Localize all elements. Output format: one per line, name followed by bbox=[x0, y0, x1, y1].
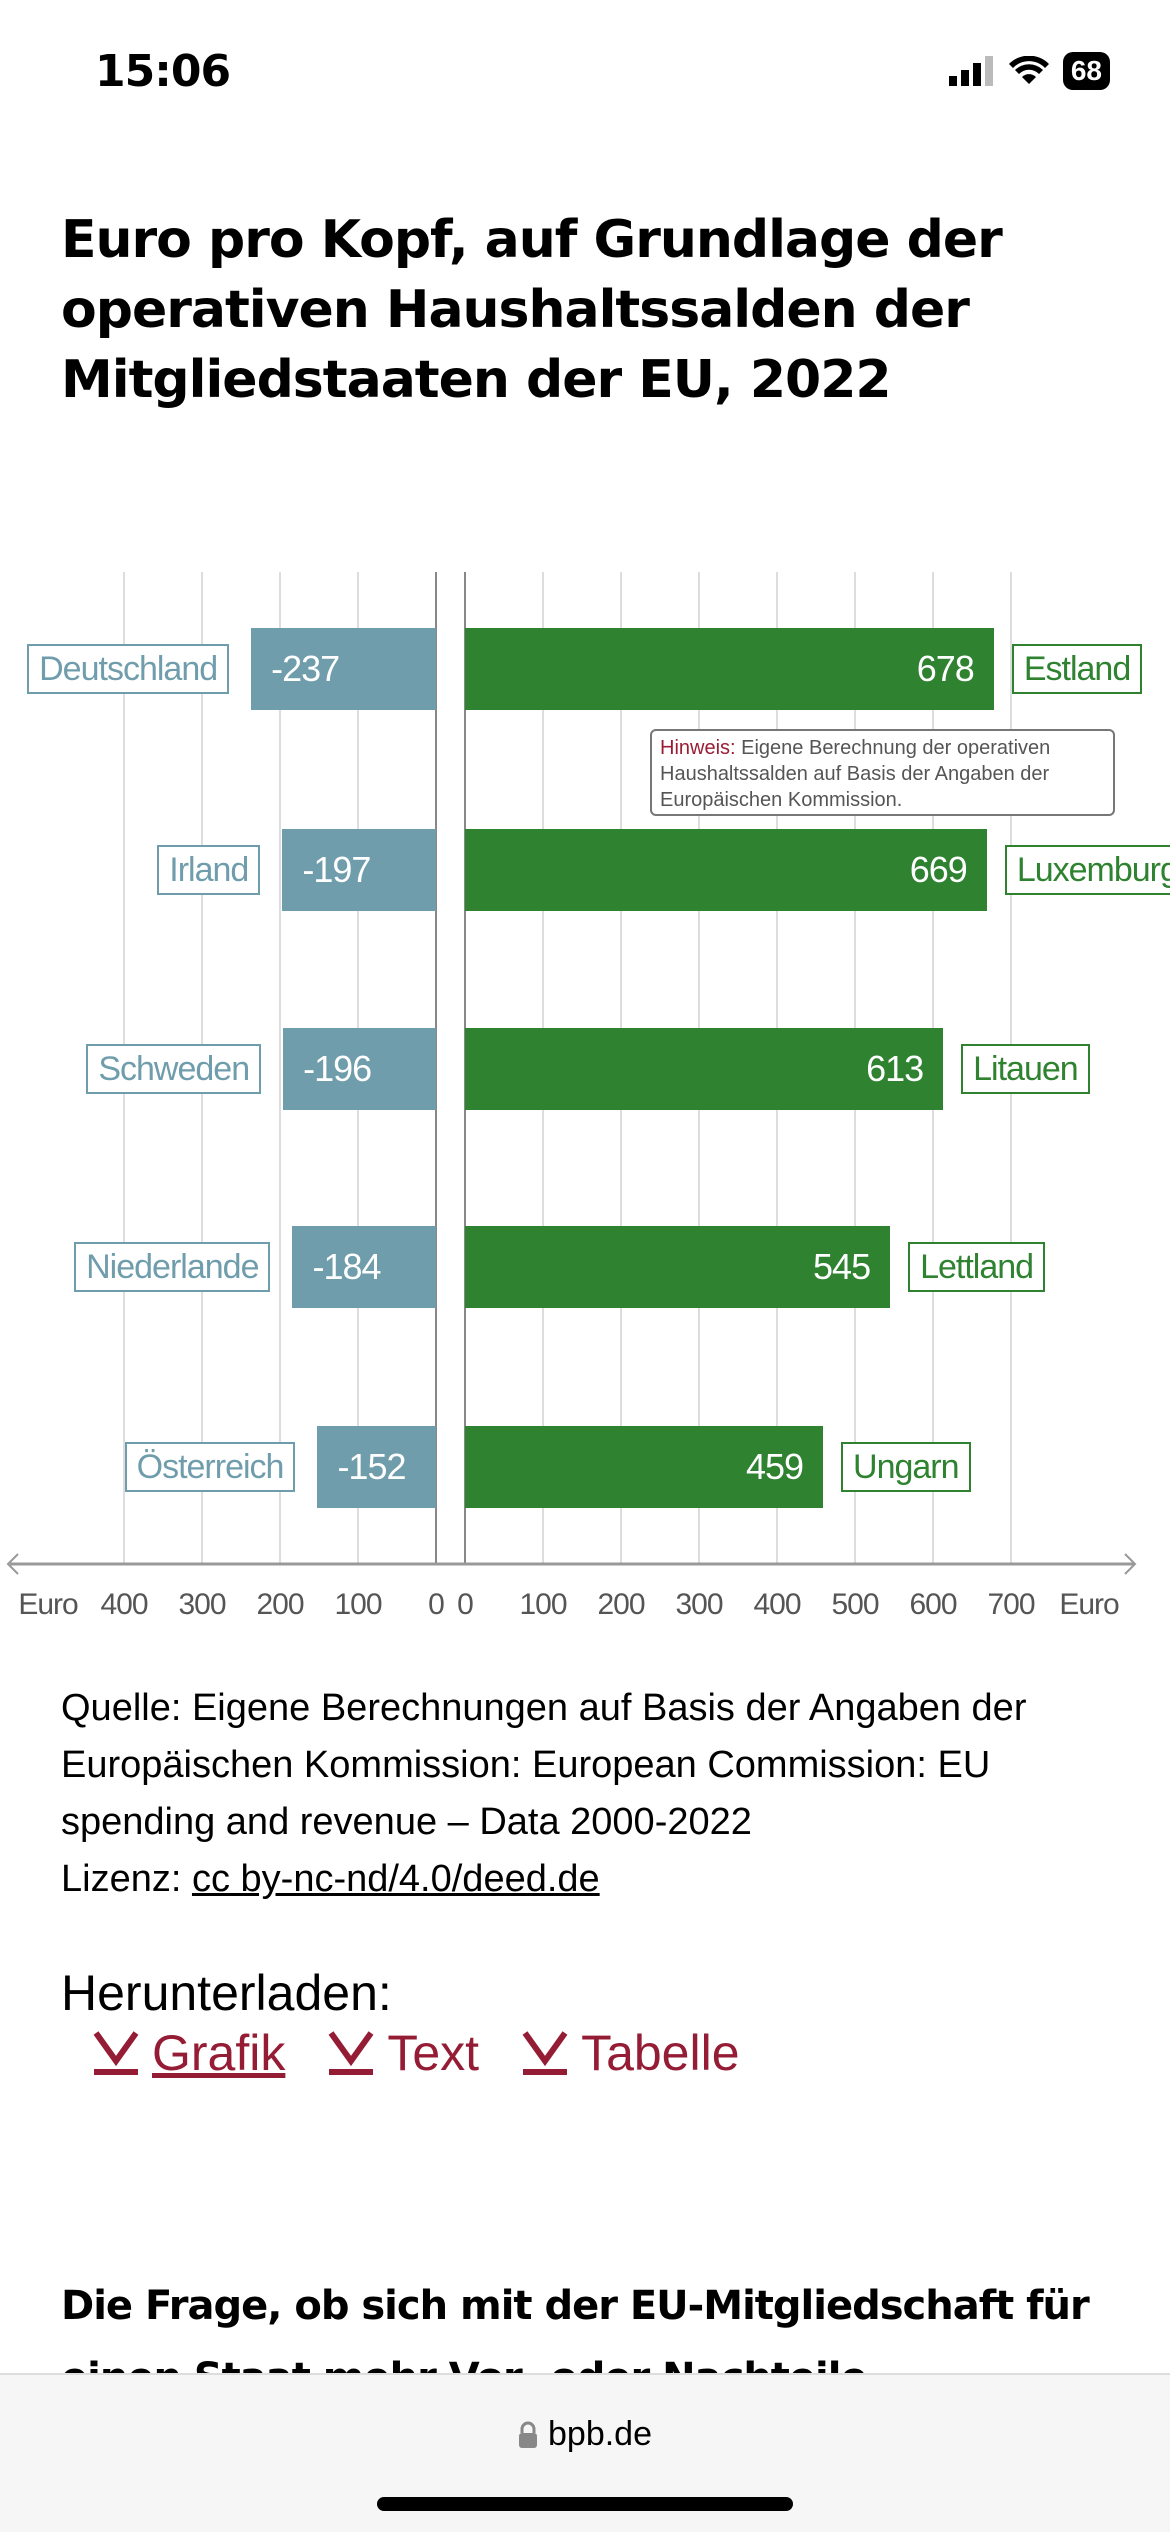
country-label: Deutschland bbox=[27, 644, 230, 694]
value-label: 678 bbox=[916, 648, 975, 689]
tick-label-right: 700 bbox=[987, 1588, 1035, 1621]
grid-line bbox=[279, 572, 281, 1564]
download-links: Grafik Text Tabelle bbox=[90, 2024, 740, 2082]
tick-label-left: 300 bbox=[178, 1588, 226, 1621]
tick-label-right: 0 bbox=[457, 1588, 474, 1621]
bar-payer bbox=[292, 1226, 436, 1308]
value-label: -197 bbox=[302, 849, 371, 890]
country-label: Niederlande bbox=[74, 1242, 271, 1292]
source: Quelle: Eigene Berechnungen auf Basis de… bbox=[61, 1680, 1141, 1908]
tick-label-left: 100 bbox=[334, 1588, 382, 1621]
value-label: 545 bbox=[813, 1246, 871, 1287]
download-grafik[interactable]: Grafik bbox=[90, 2024, 285, 2082]
signal-icon bbox=[948, 56, 993, 86]
download-tabelle-label[interactable]: Tabelle bbox=[581, 2025, 740, 2081]
tick-label-right: 400 bbox=[753, 1588, 801, 1621]
legend-receiver: Nettoempfänger bbox=[566, 507, 797, 545]
chart-title: Euro pro Kopf, auf Grundlage der operati… bbox=[61, 210, 1003, 410]
arrow-right-icon bbox=[1124, 1553, 1137, 1575]
bar-receiver bbox=[465, 1028, 944, 1110]
wifi-icon bbox=[1008, 56, 1049, 84]
download-icon bbox=[93, 2031, 139, 2075]
bar-receiver bbox=[465, 1426, 824, 1508]
zero-line-left bbox=[435, 572, 437, 1564]
source-text: Quelle: Eigene Berechnungen auf Basis de… bbox=[61, 1687, 1027, 1843]
browser-bar: bpb.de bbox=[0, 2373, 1170, 2532]
tick-label-right: 300 bbox=[675, 1588, 723, 1621]
value-label: -184 bbox=[312, 1246, 381, 1287]
axis-unit-right: Euro bbox=[1059, 1588, 1119, 1621]
country-label: Ungarn bbox=[841, 1442, 971, 1492]
download-icon bbox=[522, 2031, 568, 2075]
value-label: 459 bbox=[745, 1446, 804, 1487]
country-label: Litauen bbox=[961, 1044, 1090, 1094]
lock-icon bbox=[519, 2421, 537, 2448]
url-text: bpb.de bbox=[548, 2415, 652, 2453]
status-icons: 68 bbox=[948, 52, 1110, 90]
bar-receiver bbox=[465, 628, 994, 710]
country-label: Estland bbox=[1011, 644, 1143, 694]
bar-payer bbox=[317, 1426, 436, 1508]
note-label: Hinweis: bbox=[660, 737, 736, 759]
country-label: Luxemburg bbox=[1004, 845, 1170, 895]
download-title: Herunterladen: bbox=[61, 1965, 392, 2021]
legend-payer: Nettozahler bbox=[172, 507, 336, 545]
axis-unit-left: Euro bbox=[18, 1588, 78, 1621]
license-label: Lizenz: bbox=[61, 1858, 182, 1900]
value-label: -152 bbox=[337, 1446, 406, 1487]
bar-payer bbox=[283, 1028, 436, 1110]
chart-note: Hinweis: Eigene Berechnung der operative… bbox=[650, 729, 1115, 816]
value-label: -196 bbox=[303, 1048, 372, 1089]
license-link[interactable]: cc by-nc-nd/4.0/deed.de bbox=[191, 1858, 600, 1900]
tick-label-left: 200 bbox=[256, 1588, 304, 1621]
download-tabelle[interactable]: Tabelle bbox=[519, 2024, 740, 2082]
country-label: Österreich bbox=[124, 1442, 296, 1492]
bar-receiver bbox=[465, 829, 987, 911]
status-time: 15:06 bbox=[95, 46, 231, 97]
note-text: Eigene Berechnung der operativen Haushal… bbox=[660, 737, 1051, 811]
country-label: Irland bbox=[157, 845, 261, 895]
url-field[interactable]: bpb.de bbox=[0, 2415, 1170, 2454]
tick-label-left: 400 bbox=[100, 1588, 148, 1621]
value-label: 613 bbox=[866, 1048, 924, 1089]
home-indicator[interactable] bbox=[377, 2497, 793, 2511]
bar-payer bbox=[251, 628, 436, 710]
bar-payer bbox=[282, 829, 436, 911]
country-label: Lettland bbox=[908, 1242, 1046, 1292]
bar-receiver bbox=[465, 1226, 891, 1308]
country-label: Schweden bbox=[86, 1044, 262, 1094]
download-text-label[interactable]: Text bbox=[387, 2025, 480, 2081]
download-text[interactable]: Text bbox=[325, 2024, 479, 2082]
download-grafik-label[interactable]: Grafik bbox=[152, 2025, 286, 2081]
tick-label-right: 600 bbox=[909, 1588, 957, 1621]
tick-label-right: 500 bbox=[831, 1588, 879, 1621]
value-label: 669 bbox=[909, 849, 968, 890]
tick-label-left: 0 bbox=[428, 1588, 445, 1621]
value-label: -237 bbox=[271, 648, 340, 689]
arrow-left-icon bbox=[6, 1553, 19, 1575]
x-axis bbox=[6, 1553, 1137, 1575]
download-icon bbox=[328, 2031, 374, 2075]
tick-label-right: 100 bbox=[519, 1588, 567, 1621]
battery-icon: 68 bbox=[1062, 52, 1110, 90]
tick-label-right: 200 bbox=[597, 1588, 645, 1621]
